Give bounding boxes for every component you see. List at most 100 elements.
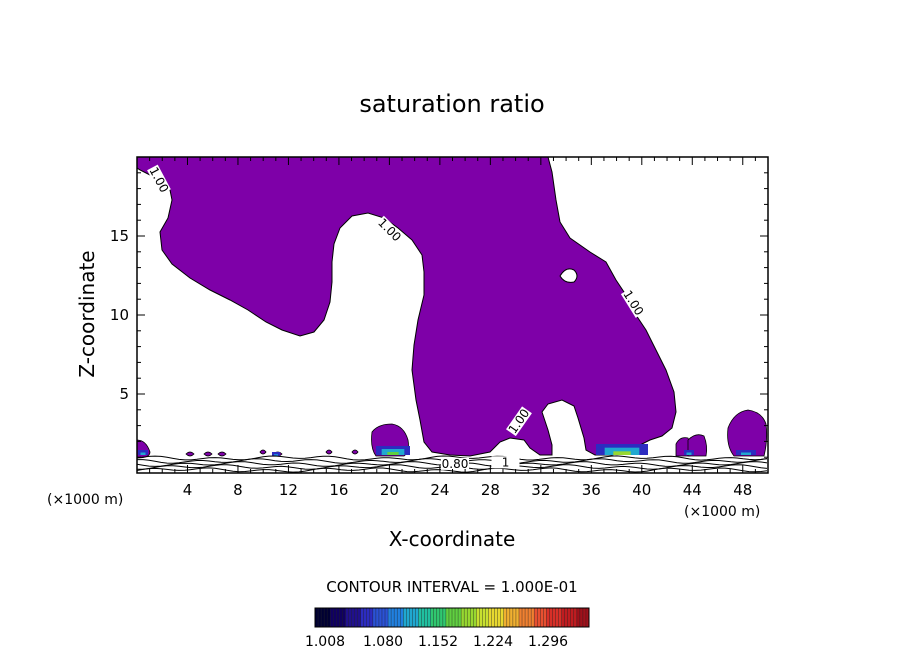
colorbar-swatch [528,608,532,627]
colorbar-swatch [461,608,465,627]
saturation-core-1-2 [613,451,631,455]
colorbar-swatch [531,608,535,627]
colorbar-swatch [375,608,380,627]
cloud-blob-7 [217,451,227,457]
colorbar-swatch [421,608,425,627]
y-axis-label: Z-coordinate [75,250,99,377]
colorbar-tick-label: 1.152 [418,634,458,650]
colorbar-swatch [561,608,565,627]
colorbar-swatch [555,608,559,627]
x-tick-label: 24 [430,481,449,499]
colorbar-swatch [582,608,587,627]
colorbar-swatch [455,608,459,627]
colorbar-swatch [351,608,355,627]
cloud-blob-6 [203,451,213,457]
cloud-blob-10 [325,449,333,455]
colorbar-swatch [442,608,447,627]
x-tick-label: 16 [329,481,348,499]
colorbar-swatch [506,608,511,627]
x-tick-label: 20 [380,481,399,499]
y-tick-label: 10 [110,306,129,324]
saturation-core-4-1 [274,454,278,456]
x-tick-label: 32 [531,481,550,499]
colorbar-swatch [445,608,450,627]
colorbar-swatch [546,608,550,627]
colorbar-swatch [321,608,325,627]
colorbar-swatch [388,608,392,627]
colorbar-swatch [315,608,319,627]
colorbar-tick-label: 1.008 [305,634,345,650]
saturation-fill [137,157,768,459]
contour-interval-note: CONTOUR INTERVAL = 1.000E-01 [326,578,577,596]
colorbar-swatch [400,608,404,627]
cloud-blob-5 [185,451,195,457]
colorbar-swatch [397,608,401,627]
x-ticks: 4 8 12 16 20 24 28 32 36 40 44 48 [136,157,769,499]
colorbar-swatch [378,608,383,627]
ground-contour-0 [137,455,768,461]
colorbar-swatch [543,608,547,627]
colorbar-swatch [479,608,483,627]
colorbar-swatch [467,608,471,627]
saturation-core-5-1 [140,452,146,455]
colorbar-swatch [579,608,584,627]
colorbar-swatch [464,608,468,627]
colorbar-swatch [345,608,349,627]
colorbar-swatch [552,608,556,627]
cloud-blob-4 [727,409,768,457]
colorbar-swatch [488,608,492,627]
colorbar-swatch [570,608,575,627]
colorbar-swatch [497,608,502,627]
colorbar-swatch [567,608,572,627]
ground-contour-4 [137,467,768,473]
colorbar-swatch [366,608,371,627]
colorbar-swatch [503,608,508,627]
colorbar-swatch [491,608,495,627]
colorbar-swatch [537,608,541,627]
cloud-main-region [137,157,677,457]
colorbar-swatch [394,608,398,627]
x-tick-label: 4 [183,481,193,499]
colorbar-tick-label: 1.080 [363,634,403,650]
colorbar-swatch [430,608,435,627]
colorbar-swatch [473,608,477,627]
colorbar-swatch [330,608,334,627]
colorbar-swatch [448,608,453,627]
colorbar-swatch [452,608,456,627]
colorbar-swatch [342,608,346,627]
colorbar-swatch [549,608,553,627]
x-tick-label: 40 [632,481,651,499]
colorbar-swatch [324,608,328,627]
cloud-blob-11 [351,449,359,455]
colorbar-swatch [403,608,407,627]
colorbar-swatch [485,608,489,627]
colorbar-tick-label: 1.296 [528,634,568,650]
x-tick-label: 12 [279,481,298,499]
colorbar-swatch [433,608,438,627]
colorbar-swatch [327,608,331,627]
chart-title: saturation ratio [359,90,544,118]
colorbar-swatch [558,608,562,627]
saturation-core-1-1 [604,447,640,455]
saturation-core-0-2 [387,452,399,455]
colorbar-swatch [385,608,389,627]
x-tick-label: 36 [582,481,601,499]
saturation-core-2-1 [686,452,692,455]
colorbar-swatch [515,608,520,627]
x-tick-label: 28 [481,481,500,499]
colorbar-swatch [381,608,386,627]
colorbar-swatch [522,608,526,627]
colorbar-swatch [369,608,374,627]
x-axis-label: X-coordinate [389,527,516,551]
colorbar-swatch [360,608,365,627]
x-unit-label: (×1000 m) [684,504,760,520]
colorbar-swatch [409,608,413,627]
colorbar-swatch [573,608,578,627]
colorbar-swatch [564,608,568,627]
colorbar-tick-label: 1.224 [473,634,513,650]
colorbar-swatch [354,608,358,627]
colorbar-swatch [357,608,361,627]
colorbar-swatch [518,608,523,627]
cloud-hole [559,268,578,283]
